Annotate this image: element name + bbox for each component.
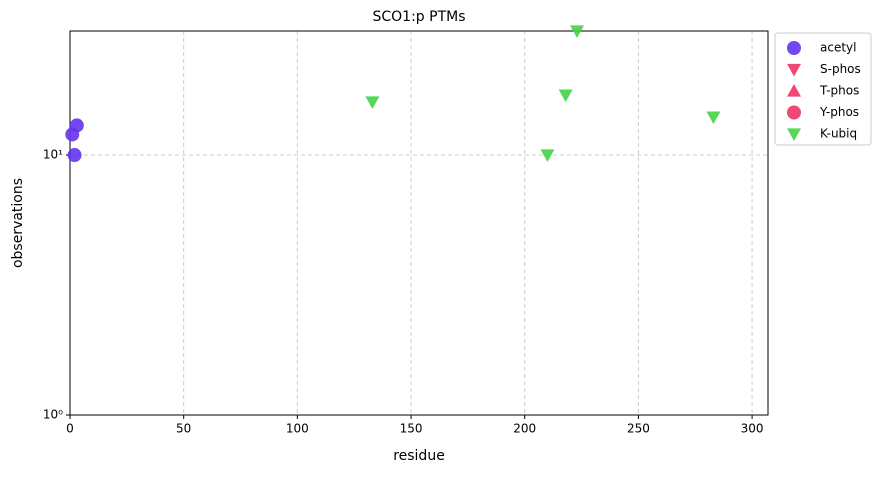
x-axis-label: residue: [393, 448, 445, 464]
x-tick-label: 50: [176, 422, 191, 436]
legend-label: T-phos: [819, 84, 859, 98]
point: [67, 148, 82, 163]
point: [570, 25, 585, 38]
x-tick-label: 100: [286, 422, 309, 436]
legend-label: S-phos: [820, 62, 861, 76]
legend-marker: [787, 63, 801, 77]
legend-marker: [787, 105, 801, 120]
point: [69, 118, 84, 133]
legend-label: K-ubiq: [820, 127, 857, 141]
y-tick-label: 10⁰: [43, 408, 63, 422]
legend-marker: [787, 84, 801, 97]
legend-label: acetyl: [820, 41, 856, 55]
point: [558, 89, 573, 103]
point: [365, 96, 380, 109]
x-tick-label: 250: [627, 422, 650, 436]
legend-label: Y-phos: [819, 105, 859, 119]
legend-marker: [787, 41, 801, 55]
x-tick-label: 200: [513, 422, 536, 436]
legend-marker: [787, 128, 801, 141]
point: [540, 149, 555, 163]
chart-title: SCO1:p PTMs: [372, 9, 465, 25]
x-tick-label: 300: [741, 422, 764, 436]
x-tick-label: 0: [66, 422, 74, 436]
point: [706, 111, 721, 125]
y-axis-label: observations: [10, 178, 26, 268]
y-tick-label: 10¹: [43, 148, 63, 162]
axes-frame: [69, 30, 769, 416]
x-tick-label: 150: [400, 422, 423, 436]
